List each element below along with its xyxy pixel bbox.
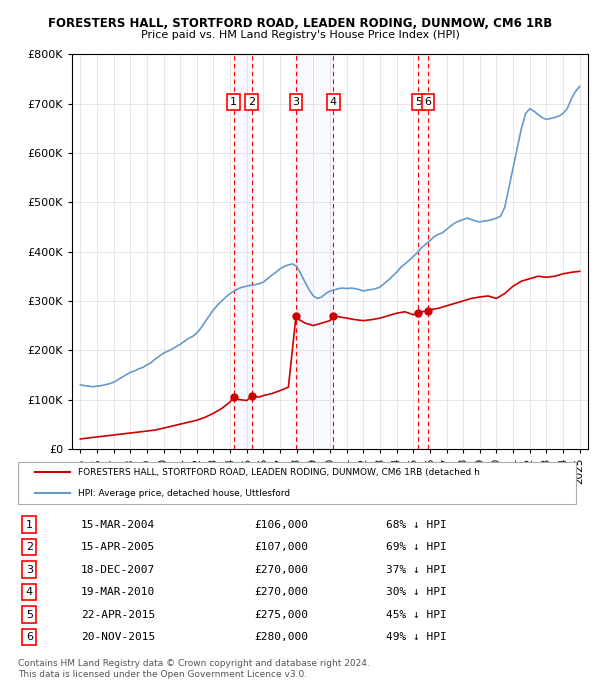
Bar bbox=[296, 54, 334, 449]
Text: 19-MAR-2010: 19-MAR-2010 bbox=[81, 587, 155, 597]
Text: FORESTERS HALL, STORTFORD ROAD, LEADEN RODING, DUNMOW, CM6 1RB: FORESTERS HALL, STORTFORD ROAD, LEADEN R… bbox=[48, 17, 552, 30]
Text: 4: 4 bbox=[26, 587, 33, 597]
Text: HPI: Average price, detached house, Uttlesford: HPI: Average price, detached house, Uttl… bbox=[78, 489, 290, 498]
Bar bbox=[418, 54, 428, 449]
Text: £270,000: £270,000 bbox=[254, 564, 308, 575]
FancyBboxPatch shape bbox=[18, 462, 577, 505]
Text: FORESTERS HALL, STORTFORD ROAD, LEADEN RODING, DUNMOW, CM6 1RB (detached h: FORESTERS HALL, STORTFORD ROAD, LEADEN R… bbox=[78, 468, 480, 477]
Text: 3: 3 bbox=[293, 97, 299, 107]
Text: 4: 4 bbox=[330, 97, 337, 107]
Text: 5: 5 bbox=[26, 609, 33, 619]
Text: 30% ↓ HPI: 30% ↓ HPI bbox=[386, 587, 447, 597]
Text: This data is licensed under the Open Government Licence v3.0.: This data is licensed under the Open Gov… bbox=[18, 670, 307, 679]
Text: 49% ↓ HPI: 49% ↓ HPI bbox=[386, 632, 447, 642]
Text: £107,000: £107,000 bbox=[254, 542, 308, 552]
Text: 20-NOV-2015: 20-NOV-2015 bbox=[81, 632, 155, 642]
Text: 37% ↓ HPI: 37% ↓ HPI bbox=[386, 564, 447, 575]
Text: 22-APR-2015: 22-APR-2015 bbox=[81, 609, 155, 619]
Text: Price paid vs. HM Land Registry's House Price Index (HPI): Price paid vs. HM Land Registry's House … bbox=[140, 30, 460, 40]
Text: 3: 3 bbox=[26, 564, 33, 575]
Text: 15-MAR-2004: 15-MAR-2004 bbox=[81, 520, 155, 530]
Text: 45% ↓ HPI: 45% ↓ HPI bbox=[386, 609, 447, 619]
Text: £275,000: £275,000 bbox=[254, 609, 308, 619]
Text: 1: 1 bbox=[26, 520, 33, 530]
Text: £106,000: £106,000 bbox=[254, 520, 308, 530]
Text: 15-APR-2005: 15-APR-2005 bbox=[81, 542, 155, 552]
Text: 6: 6 bbox=[425, 97, 431, 107]
Text: £270,000: £270,000 bbox=[254, 587, 308, 597]
Text: 18-DEC-2007: 18-DEC-2007 bbox=[81, 564, 155, 575]
Text: 6: 6 bbox=[26, 632, 33, 642]
Text: 2: 2 bbox=[248, 97, 255, 107]
Text: £280,000: £280,000 bbox=[254, 632, 308, 642]
Text: 1: 1 bbox=[230, 97, 237, 107]
Text: Contains HM Land Registry data © Crown copyright and database right 2024.: Contains HM Land Registry data © Crown c… bbox=[18, 658, 370, 668]
Text: 68% ↓ HPI: 68% ↓ HPI bbox=[386, 520, 447, 530]
Text: 69% ↓ HPI: 69% ↓ HPI bbox=[386, 542, 447, 552]
Text: 2: 2 bbox=[26, 542, 33, 552]
Bar bbox=[233, 54, 251, 449]
Text: 5: 5 bbox=[415, 97, 422, 107]
